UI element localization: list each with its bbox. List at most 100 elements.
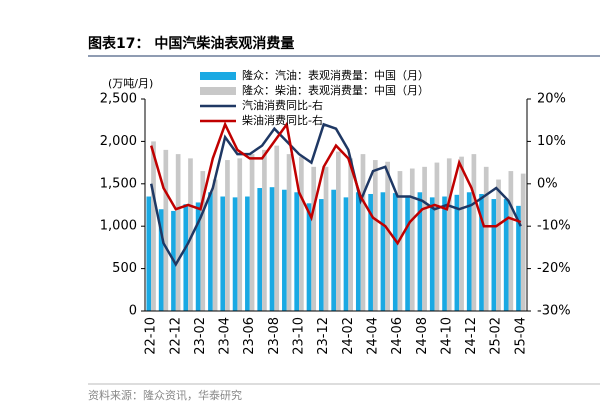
bar [311, 166, 317, 311]
bar [158, 209, 164, 311]
x-tick-label: 23-06 [242, 317, 257, 355]
bar [257, 188, 263, 311]
bar [195, 202, 201, 311]
bar [422, 166, 427, 311]
x-tick-label: 25-02 [489, 317, 504, 355]
legend-label: 汽油消费同比-右 [242, 98, 323, 112]
x-tick-label: 24-12 [464, 317, 479, 355]
bar [508, 171, 514, 311]
bar [212, 179, 218, 311]
bar [183, 204, 189, 311]
bar [331, 189, 336, 311]
y2-tick-label: 10% [537, 134, 566, 149]
bar [348, 158, 354, 311]
bar [249, 154, 255, 311]
y2-tick-label: 0% [537, 176, 558, 191]
x-tick-label: 22-10 [144, 317, 159, 355]
bar [429, 197, 435, 311]
line [149, 121, 522, 246]
bar [262, 149, 267, 311]
bar [380, 192, 386, 311]
line [149, 122, 522, 267]
bar [237, 158, 243, 311]
bar [286, 154, 292, 311]
bar [446, 158, 452, 311]
bar [306, 203, 312, 311]
y-tick-label: 1,500 [100, 176, 137, 191]
bar [368, 193, 373, 311]
bar [483, 166, 489, 311]
bar [466, 192, 472, 311]
bar [318, 199, 324, 311]
bar [520, 173, 526, 311]
bar [479, 193, 484, 311]
bar [294, 192, 300, 311]
x-tick-label: 23-04 [218, 317, 233, 355]
bar [269, 187, 275, 311]
bar [175, 154, 181, 311]
x-tick-label: 24-06 [390, 317, 405, 355]
y2-tick-label: -30% [537, 304, 571, 319]
bar [343, 197, 349, 311]
y-axis-label: (万吨/月) [108, 77, 153, 90]
bar [245, 196, 250, 311]
y2-tick-label: -10% [537, 219, 571, 234]
bar [417, 192, 423, 311]
bar [151, 141, 156, 311]
x-tick-label: 25-04 [513, 317, 528, 355]
legend-label: 隆众：柴油：表观消费量：中国（月） [242, 83, 429, 97]
bar [496, 179, 501, 311]
bar [274, 145, 280, 311]
legend-label: 隆众：汽油：表观消费量：中国（月） [242, 68, 429, 82]
legend-label: 柴油消费同比-右 [242, 113, 323, 127]
bar [323, 166, 329, 311]
bar [372, 160, 378, 311]
x-tick-label: 24-10 [439, 317, 454, 355]
y-tick-label: 500 [112, 261, 137, 276]
x-tick-label: 24-08 [415, 317, 430, 355]
legend-swatch [200, 87, 236, 95]
bar [516, 205, 521, 311]
bar [405, 196, 410, 311]
bar [232, 197, 238, 311]
bar [434, 162, 440, 311]
x-tick-label: 23-12 [316, 317, 331, 355]
bar [360, 154, 366, 311]
chart-title: 图表17： 中国汽柴油表观消费量 [88, 35, 294, 52]
bar [503, 199, 509, 311]
y2-tick-label: 20% [537, 92, 566, 107]
x-tick-label: 23-10 [292, 317, 307, 355]
bar [163, 149, 169, 311]
bar [442, 196, 447, 311]
x-tick-label: 23-08 [267, 317, 282, 355]
y2-tick-label: -20% [537, 261, 571, 276]
x-tick-label: 23-02 [193, 317, 208, 355]
x-tick-label: 24-02 [341, 317, 356, 355]
bar [188, 158, 193, 311]
bar [409, 168, 415, 311]
x-tick-label: 22-12 [168, 317, 183, 355]
bar [208, 192, 213, 311]
bar [355, 192, 361, 311]
bar [299, 156, 304, 311]
legend-swatch [200, 72, 236, 80]
bar [200, 171, 206, 311]
bar [491, 199, 497, 311]
y-tick-label: 2,500 [100, 92, 137, 107]
bar [385, 161, 390, 311]
y-tick-label: 0 [129, 304, 137, 319]
bar [282, 189, 287, 311]
y-tick-label: 2,000 [100, 134, 137, 149]
bar [471, 154, 477, 311]
bar [220, 196, 226, 311]
bar [146, 196, 152, 311]
bar [225, 160, 230, 311]
source: 资料来源：隆众资讯，华泰研究 [88, 388, 242, 402]
bar [392, 193, 398, 311]
bar [454, 194, 460, 311]
y-tick-label: 1,000 [100, 219, 137, 234]
bar [336, 151, 341, 311]
x-tick-label: 24-04 [365, 317, 380, 355]
bar [459, 156, 464, 311]
